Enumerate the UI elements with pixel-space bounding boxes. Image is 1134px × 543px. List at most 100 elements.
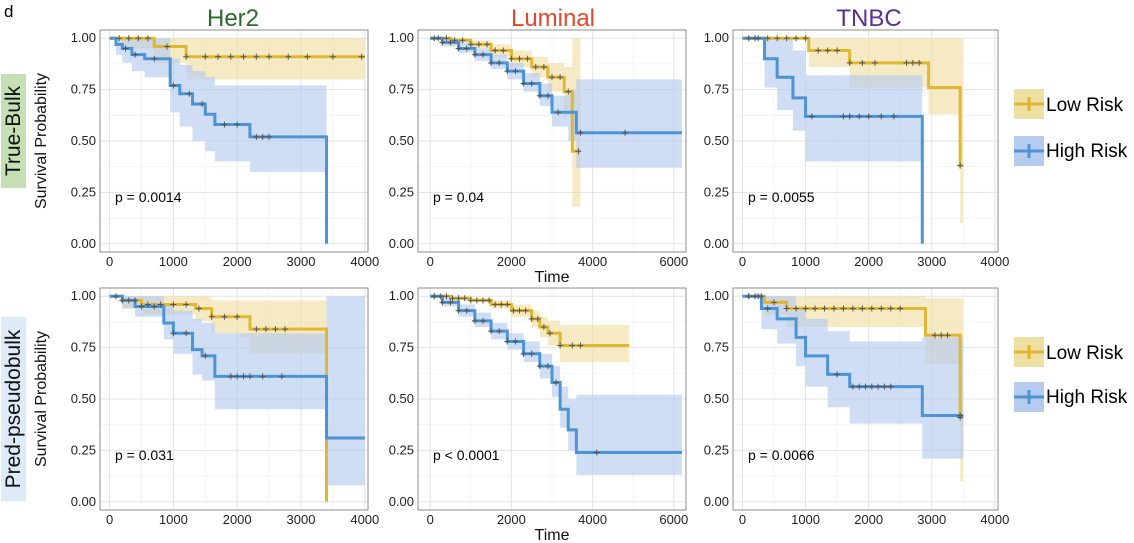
- censor-mark-high: [890, 113, 897, 120]
- censor-mark-high: [865, 113, 872, 120]
- censor-mark-low: [577, 342, 584, 349]
- plot-panels: 0 1000 2000 3000 4000 0.00 0.25 0.50 0.75 1.00 Sur…: [33, 29, 1009, 543]
- km-panel-predpseudo-her2: 0 1000 2000 3000 4000 0.00 0.25 0.50 0.75 1.00 Sur…: [33, 287, 379, 527]
- censor-mark-low: [221, 313, 228, 320]
- panel-letter: d: [4, 2, 13, 21]
- censor-mark-low: [116, 35, 123, 42]
- censor-mark-low: [253, 326, 260, 333]
- x-tick-label: 0: [427, 254, 434, 269]
- censor-mark-high: [112, 293, 119, 300]
- ci-band-high: [109, 38, 327, 172]
- censor-mark-low: [793, 305, 800, 312]
- censor-mark-low: [227, 53, 234, 60]
- plot-frame: [417, 287, 687, 511]
- censor-mark-low: [467, 297, 474, 304]
- censor-mark-low: [764, 35, 771, 42]
- censor-mark-low: [492, 301, 499, 308]
- censor-mark-low: [479, 297, 486, 304]
- y-tick-label: 0.75: [704, 340, 729, 355]
- row-title-predpseudobulk: Pred-pseudobulk: [2, 329, 25, 488]
- censor-mark-low: [575, 148, 582, 155]
- legend-low-label: Low Risk: [1046, 343, 1124, 364]
- censor-mark-high: [246, 373, 253, 380]
- censor-mark-high: [447, 299, 454, 306]
- column-title-her2: Her2: [207, 5, 259, 32]
- censor-mark-low: [534, 315, 541, 322]
- x-tick-label: 4000: [350, 512, 379, 527]
- censor-mark-low: [916, 59, 923, 66]
- x-axis-title: Time: [535, 527, 570, 543]
- ci-band-high: [430, 38, 682, 168]
- censor-mark-high: [849, 383, 856, 390]
- x-tick-label: 6000: [659, 512, 688, 527]
- censor-mark-low: [304, 53, 311, 60]
- censor-mark-low: [459, 37, 466, 44]
- censor-mark-low: [903, 59, 910, 66]
- ci-band-low: [109, 38, 365, 80]
- censor-mark-high: [170, 82, 177, 89]
- censor-mark-low: [282, 326, 289, 333]
- plot-frame: [732, 287, 999, 511]
- p-value-label: p = 0.031: [115, 447, 174, 463]
- censor-mark-low: [266, 53, 273, 60]
- p-value-label: p = 0.04: [433, 189, 484, 205]
- censor-mark-high: [479, 51, 486, 58]
- censor-mark-high: [593, 449, 600, 456]
- censor-mark-low: [437, 293, 444, 300]
- km-panel-truebulk-tnbc: 0 1000 2000 3000 4000 0.00 0.25 0.50 0.75 1.00 p =…: [704, 29, 1009, 269]
- censor-mark-low: [262, 326, 269, 333]
- y-tick-label: 0.75: [389, 340, 414, 355]
- x-tick-label: 2000: [497, 512, 526, 527]
- censor-mark-high: [755, 293, 762, 300]
- censor-mark-high: [862, 383, 869, 390]
- censor-mark-high: [240, 373, 247, 380]
- censor-mark-high: [234, 373, 241, 380]
- censor-mark-low: [557, 342, 564, 349]
- y-tick-label: 0.00: [389, 494, 414, 509]
- censor-mark-low: [944, 332, 951, 339]
- censor-mark-low: [802, 35, 809, 42]
- censor-mark-low: [475, 41, 482, 48]
- censor-mark-low: [528, 315, 535, 322]
- y-tick-label: 0.25: [389, 184, 414, 199]
- censor-mark-high: [553, 379, 560, 386]
- y-tick-label: 0.50: [71, 133, 96, 148]
- row-title-truebulk-bg: [1, 74, 26, 188]
- y-tick-label: 0.25: [389, 442, 414, 457]
- censor-mark-low: [524, 55, 531, 62]
- censor-mark-low: [443, 293, 450, 300]
- censor-mark-low: [549, 74, 555, 81]
- censor-mark-low: [510, 307, 517, 314]
- censor-mark-low: [540, 64, 547, 70]
- censor-mark-low: [498, 301, 505, 308]
- x-tick-label: 1000: [791, 254, 820, 269]
- x-tick-label: 3000: [917, 512, 946, 527]
- y-tick-label: 1.00: [389, 288, 414, 303]
- p-value-label: p = 0.0014: [115, 189, 182, 205]
- censor-mark-high: [138, 303, 145, 310]
- censor-mark-low: [522, 307, 529, 314]
- y-tick-label: 0.50: [71, 391, 96, 406]
- censor-mark-high: [856, 113, 863, 120]
- censor-mark-high: [170, 330, 177, 337]
- x-tick-label: 2000: [223, 512, 252, 527]
- survival-curve-low: [742, 36, 964, 168]
- censor-mark-high: [512, 338, 519, 345]
- censor-mark-low: [234, 313, 241, 320]
- censor-mark-low: [897, 305, 904, 312]
- censor-mark-high: [479, 317, 486, 324]
- ci-band-high: [742, 38, 923, 162]
- y-tick-label: 0.50: [704, 391, 729, 406]
- km-panel-predpseudo-luminal: 0 2000 4000 6000 0.00 0.25 0.50 0.75 1.00 Time p <…: [389, 287, 688, 543]
- y-tick-label: 1.00: [704, 30, 729, 45]
- censor-mark-low: [569, 342, 576, 349]
- censor-mark-high: [878, 113, 885, 120]
- censor-mark-high: [183, 330, 190, 337]
- censor-mark-high: [455, 45, 462, 52]
- column-title-luminal: Luminal: [511, 5, 595, 32]
- censor-mark-low: [132, 297, 139, 304]
- censor-mark-low: [783, 35, 790, 42]
- censor-mark-high: [488, 59, 495, 66]
- censor-mark-low: [358, 53, 365, 60]
- censor-mark-high: [151, 55, 158, 62]
